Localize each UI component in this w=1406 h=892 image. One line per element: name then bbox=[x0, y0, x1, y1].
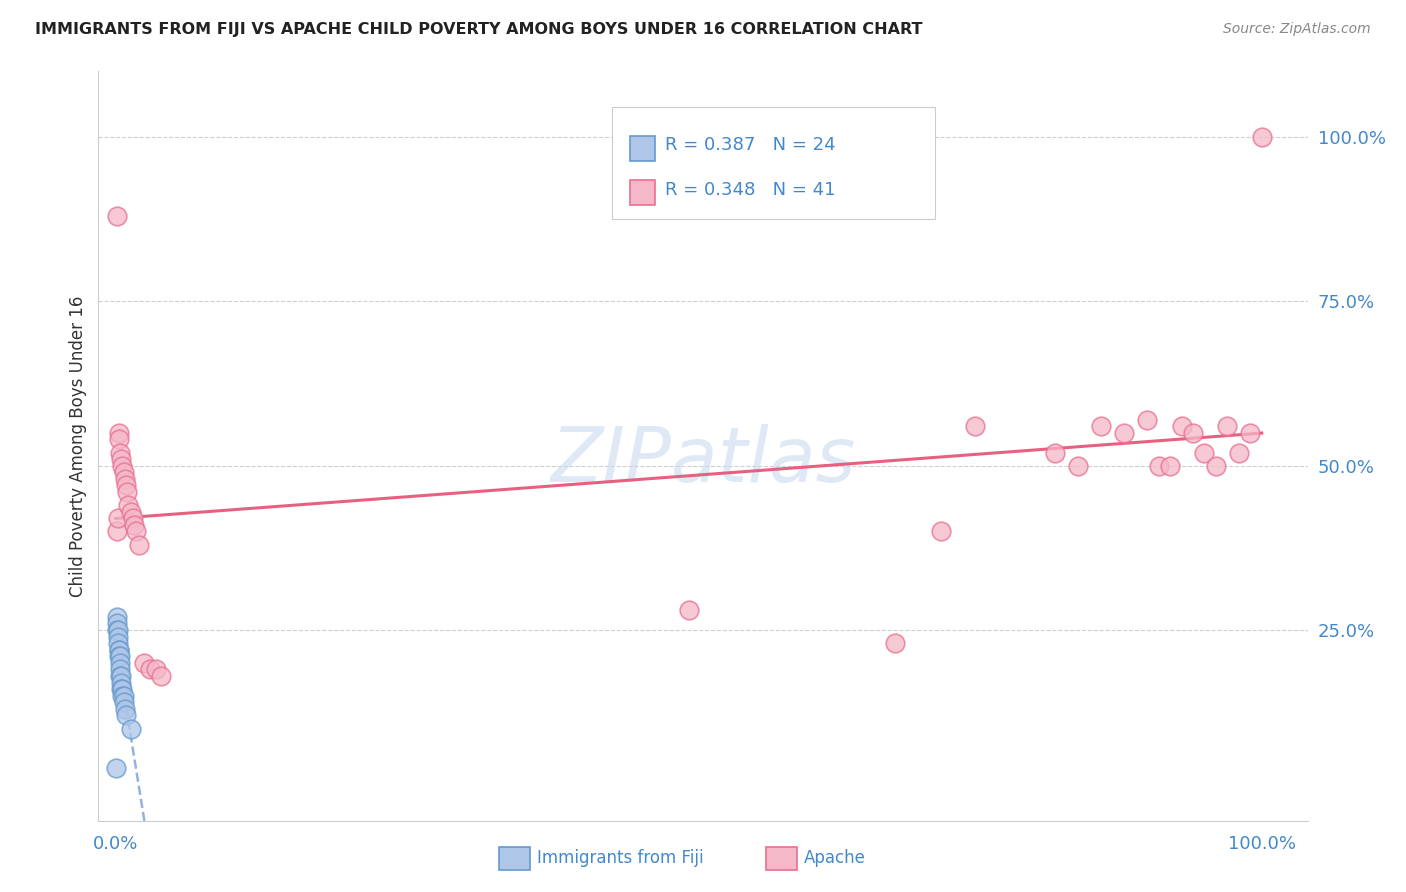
Point bbox=[134, 656, 156, 670]
Point bbox=[108, 669, 131, 683]
Text: Apache: Apache bbox=[804, 849, 866, 867]
Point bbox=[111, 458, 134, 473]
Point bbox=[105, 623, 128, 637]
Point bbox=[145, 663, 167, 677]
Point bbox=[678, 603, 700, 617]
Text: R = 0.348   N = 41: R = 0.348 N = 41 bbox=[665, 181, 835, 199]
Text: ZIPatlas: ZIPatlas bbox=[550, 424, 856, 498]
Point bbox=[1216, 419, 1239, 434]
Point bbox=[1227, 445, 1250, 459]
Point bbox=[117, 498, 139, 512]
Point bbox=[1114, 425, 1136, 440]
Point bbox=[107, 630, 129, 644]
Point bbox=[1239, 425, 1261, 440]
Point bbox=[108, 656, 131, 670]
Point bbox=[128, 538, 150, 552]
Point bbox=[107, 636, 129, 650]
Point bbox=[107, 511, 129, 525]
Point bbox=[1090, 419, 1112, 434]
Point bbox=[1250, 130, 1272, 145]
Point bbox=[108, 663, 131, 677]
Text: Immigrants from Fiji: Immigrants from Fiji bbox=[537, 849, 704, 867]
Point bbox=[1147, 458, 1170, 473]
Point bbox=[114, 472, 136, 486]
Point bbox=[115, 708, 138, 723]
Point bbox=[112, 695, 135, 709]
Point bbox=[114, 702, 136, 716]
Point bbox=[965, 419, 987, 434]
Point bbox=[1194, 445, 1216, 459]
Point bbox=[111, 682, 134, 697]
Point bbox=[108, 642, 131, 657]
Text: IMMIGRANTS FROM FIJI VS APACHE CHILD POVERTY AMONG BOYS UNDER 16 CORRELATION CHA: IMMIGRANTS FROM FIJI VS APACHE CHILD POV… bbox=[35, 22, 922, 37]
Point bbox=[1159, 458, 1181, 473]
Point bbox=[1136, 413, 1159, 427]
Point bbox=[1045, 445, 1067, 459]
Point bbox=[105, 209, 128, 223]
Point bbox=[108, 445, 131, 459]
Text: Source: ZipAtlas.com: Source: ZipAtlas.com bbox=[1223, 22, 1371, 37]
Point bbox=[107, 623, 129, 637]
Point bbox=[884, 636, 907, 650]
Point bbox=[108, 433, 131, 447]
Point bbox=[929, 524, 952, 539]
Point bbox=[105, 524, 128, 539]
Point bbox=[150, 669, 173, 683]
Point bbox=[110, 669, 132, 683]
Point bbox=[122, 517, 145, 532]
Point bbox=[105, 616, 128, 631]
Point bbox=[125, 524, 148, 539]
Point bbox=[112, 689, 135, 703]
Point bbox=[105, 610, 128, 624]
Point bbox=[115, 478, 138, 492]
Text: R = 0.387   N = 24: R = 0.387 N = 24 bbox=[665, 136, 835, 154]
Point bbox=[1067, 458, 1090, 473]
Point bbox=[110, 675, 132, 690]
Point bbox=[108, 649, 131, 664]
Point bbox=[139, 663, 162, 677]
Point bbox=[110, 682, 132, 697]
Point bbox=[108, 642, 131, 657]
Point bbox=[108, 649, 131, 664]
Point bbox=[1181, 425, 1204, 440]
Point bbox=[108, 425, 131, 440]
Point bbox=[112, 465, 135, 479]
Point bbox=[1205, 458, 1227, 473]
Point bbox=[1170, 419, 1192, 434]
Point bbox=[120, 505, 142, 519]
Point bbox=[110, 452, 132, 467]
Point bbox=[120, 722, 142, 736]
Point bbox=[104, 761, 127, 775]
Point bbox=[111, 689, 134, 703]
Y-axis label: Child Poverty Among Boys Under 16: Child Poverty Among Boys Under 16 bbox=[69, 295, 87, 597]
Point bbox=[121, 511, 143, 525]
Point bbox=[115, 485, 138, 500]
